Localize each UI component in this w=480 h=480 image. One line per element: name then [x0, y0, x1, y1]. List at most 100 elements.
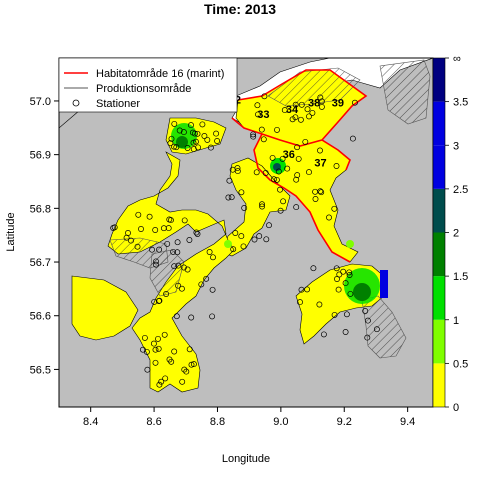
station-marker [138, 226, 144, 232]
y-tick-label-3: 56.8 [30, 203, 51, 215]
station-marker [152, 359, 159, 366]
station-marker [203, 275, 210, 282]
station-marker [175, 282, 182, 289]
station-marker [266, 222, 272, 229]
y-tick-label-2: 56.7 [30, 257, 51, 269]
station-marker [241, 205, 248, 211]
station-marker [294, 172, 301, 179]
station-marker [190, 146, 197, 153]
station-marker [180, 264, 187, 271]
colorbar-band-7 [433, 58, 445, 102]
station-marker [184, 266, 191, 273]
colorbar-band-1 [433, 319, 445, 364]
station-marker [193, 229, 200, 236]
station-marker [123, 234, 130, 241]
station-marker [198, 281, 205, 288]
station-marker [186, 237, 193, 243]
station-marker [167, 140, 174, 147]
station-marker [318, 98, 325, 105]
station-marker [153, 261, 159, 268]
station-marker [189, 129, 196, 136]
station-marker [304, 286, 311, 293]
station-marker [273, 176, 280, 183]
station-marker [171, 143, 177, 150]
station-marker [156, 297, 163, 304]
station-marker [228, 194, 235, 201]
station-marker [204, 136, 211, 143]
station-marker [277, 207, 284, 214]
x-tick-label-1: 8.6 [146, 416, 161, 428]
station-marker [253, 169, 260, 176]
station-marker [335, 286, 342, 293]
station-marker [163, 291, 170, 297]
fjord-west-channel [107, 151, 235, 393]
colorbar-band-6 [433, 101, 445, 146]
legend: Habitatområde 16 (marint) Produktionsomr… [58, 57, 238, 113]
station-marker [180, 129, 187, 136]
station-marker [326, 214, 332, 221]
station-marker [171, 263, 178, 270]
station-marker [168, 135, 175, 142]
station-marker [176, 127, 183, 134]
map-title: Time: 2013 [204, 1, 276, 17]
legend-habitat-label: Habitatområde 16 (marint) [96, 68, 224, 80]
station-marker [364, 317, 371, 324]
station-marker [174, 249, 181, 256]
station-marker [334, 276, 340, 282]
station-marker [173, 313, 180, 320]
station-marker [349, 135, 356, 142]
station-marker [333, 163, 340, 169]
station-marker [179, 378, 186, 385]
station-marker [110, 225, 117, 231]
station-marker [201, 133, 208, 139]
x-axis-label: Longitude [222, 453, 270, 465]
area-label-34: 34 [286, 104, 299, 116]
station-marker [260, 136, 267, 143]
station-marker [149, 246, 155, 253]
station-marker [331, 205, 338, 212]
station-marker [297, 299, 303, 306]
station-marker [173, 144, 180, 151]
station-marker [310, 265, 317, 272]
colorbar-tick-label-7: 3.5 [453, 97, 468, 109]
y-tick-label-5: 57.0 [30, 96, 51, 108]
station-marker [362, 308, 369, 314]
station-marker [269, 154, 276, 161]
station-marker [141, 334, 148, 341]
station-marker [225, 194, 232, 201]
station-marker [331, 311, 338, 318]
station-marker [320, 331, 327, 338]
station-marker [190, 361, 197, 368]
station-marker [232, 230, 239, 236]
station-marker [175, 262, 182, 269]
station-marker [213, 130, 220, 137]
area-label-38: 38 [308, 97, 320, 109]
station-marker [259, 203, 266, 210]
station-marker [250, 133, 257, 140]
station-marker [295, 155, 302, 162]
legend-station-icon [72, 99, 80, 107]
station-marker [342, 329, 349, 335]
station-marker [158, 378, 165, 385]
station-marker [194, 130, 201, 137]
station-marker [306, 169, 312, 176]
station-marker [263, 236, 270, 243]
station-marker [336, 271, 343, 278]
colorbar-band-5 [433, 145, 445, 189]
station-marker [156, 381, 163, 388]
station-marker [258, 126, 265, 133]
station-marker [302, 138, 309, 145]
y-tick-label-1: 56.6 [30, 311, 51, 323]
station-marker [364, 334, 371, 341]
station-marker [292, 101, 299, 108]
station-marker [156, 246, 163, 253]
station-marker [254, 102, 261, 109]
station-marker [294, 144, 301, 151]
station-marker [194, 231, 201, 237]
station-marker [184, 145, 191, 151]
station-marker [309, 109, 316, 116]
colorbar-tick-label-0: 0 [453, 402, 459, 414]
station-marker [183, 368, 190, 375]
station-marker [343, 311, 350, 318]
station-marker [230, 246, 237, 253]
